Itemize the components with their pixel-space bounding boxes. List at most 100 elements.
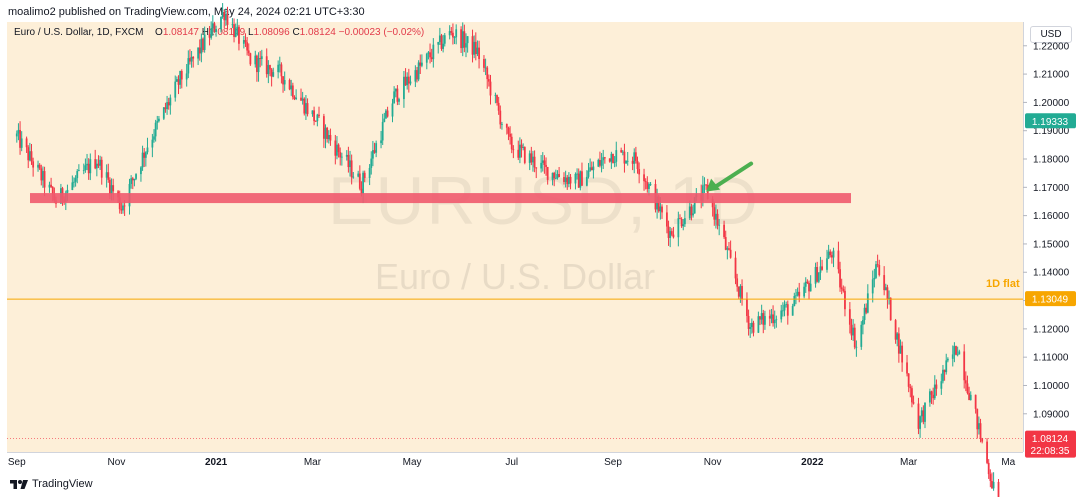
candle-body	[478, 47, 480, 59]
candle-body	[164, 107, 167, 110]
candle-body	[130, 178, 133, 184]
candle-body	[107, 172, 110, 180]
y-tick-label: 1.15000	[1033, 239, 1070, 250]
candle-body	[37, 164, 39, 168]
y-tick-label: 1.11000	[1033, 353, 1069, 364]
candle-body	[417, 62, 420, 80]
symbol-legend[interactable]: Euro / U.S. Dollar, 1D, FXCM O1.08147 H1…	[14, 27, 424, 38]
candle-body	[202, 38, 204, 51]
candle-body	[840, 287, 843, 290]
currency-button[interactable]: USD	[1030, 26, 1072, 43]
candle-body	[242, 40, 245, 44]
candle-body	[269, 65, 271, 70]
price-axis[interactable]	[1023, 22, 1080, 452]
candle-body	[736, 278, 739, 287]
candle-body	[169, 97, 172, 106]
candle-body	[837, 250, 840, 270]
chart-pane[interactable]	[7, 22, 1023, 452]
candle-body	[600, 160, 603, 166]
candle-body	[817, 272, 820, 282]
candle-body	[442, 43, 445, 49]
candle-body	[94, 159, 97, 169]
candle-body	[483, 58, 485, 68]
x-tick-label: Mar	[900, 457, 918, 468]
candle-body	[43, 171, 46, 188]
candle-body	[672, 234, 675, 238]
candle-body	[380, 140, 382, 144]
candle-body	[976, 408, 979, 430]
candle-body	[430, 57, 433, 60]
candle-body	[701, 185, 704, 201]
candle-body	[112, 185, 115, 192]
candle-body	[337, 144, 340, 153]
candle-body	[140, 167, 142, 175]
legend-change: −0.00023 (−0.02%)	[338, 27, 425, 38]
candle-body	[545, 164, 547, 167]
candle-body	[460, 29, 462, 49]
candle-body	[715, 213, 717, 220]
candle-body	[953, 346, 956, 355]
candle-body	[579, 171, 582, 188]
candle-body	[706, 184, 709, 199]
candle-body	[986, 441, 988, 463]
candle-body	[290, 85, 293, 90]
candle-body	[781, 310, 784, 312]
candle-body	[863, 307, 866, 321]
candle-body	[592, 166, 595, 171]
candle-body	[666, 212, 668, 227]
candle-body	[646, 182, 649, 189]
candle-body	[213, 23, 216, 32]
candle-body	[316, 114, 319, 122]
candle-body	[234, 27, 237, 37]
candle-body	[363, 172, 366, 178]
candle-body	[448, 31, 451, 36]
time-axis[interactable]	[7, 452, 1023, 471]
candle-body	[540, 162, 543, 169]
candle-body	[945, 360, 948, 373]
candle-body	[981, 438, 984, 442]
candle-body	[757, 316, 760, 333]
candle-body	[301, 98, 304, 101]
candle-body	[48, 184, 51, 188]
candle-body	[180, 70, 183, 80]
candle-body	[830, 255, 833, 258]
candle-body	[865, 307, 868, 313]
candle-body	[989, 474, 992, 481]
candle-body	[375, 143, 378, 153]
candle-body	[832, 250, 835, 258]
candle-body	[453, 37, 456, 39]
candle-body	[352, 176, 355, 178]
candle-body	[398, 99, 400, 102]
footer-brand[interactable]: TradingView	[10, 478, 93, 490]
candle-body	[509, 133, 511, 137]
candle-body	[716, 213, 719, 226]
candle-body	[238, 26, 240, 44]
candle-body	[326, 127, 329, 140]
candle-body	[17, 129, 20, 134]
candle-body	[20, 138, 23, 148]
candle-body	[38, 164, 41, 169]
candle-body	[956, 354, 959, 356]
candle-body	[917, 403, 920, 429]
candle-body	[644, 181, 647, 183]
candle-body	[221, 12, 224, 17]
candle-body	[958, 351, 961, 355]
candle-body	[501, 124, 503, 125]
candle-body	[32, 161, 35, 168]
candle-body	[391, 103, 394, 117]
x-tick-label: Jul	[505, 457, 518, 468]
y-tick-label: 1.12000	[1033, 324, 1070, 335]
candle-body	[95, 163, 98, 169]
candle-body	[862, 320, 864, 325]
candle-body	[185, 73, 188, 80]
candle-body	[928, 391, 931, 403]
legend-close-label: C	[292, 27, 300, 38]
candle-body	[27, 147, 30, 161]
candle-body	[349, 160, 351, 168]
candle-body	[819, 266, 822, 273]
candle-body	[450, 31, 453, 33]
candle-body	[556, 174, 559, 179]
candle-body	[51, 186, 54, 195]
candle-body	[563, 176, 565, 182]
